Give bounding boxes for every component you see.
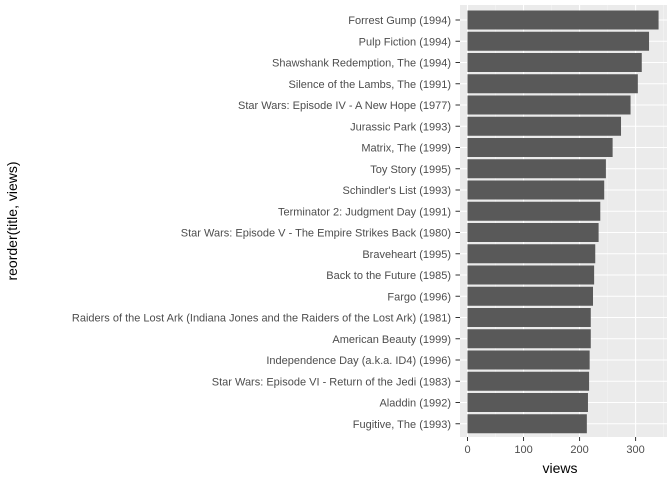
y-tick-label: Pulp Fiction (1994) (359, 36, 451, 48)
y-axis-title: reorder(title, views) (4, 161, 20, 280)
x-tick-label: 200 (570, 444, 588, 456)
y-tick-labels: Forrest Gump (1994) Pulp Fiction (1994) Sh… (72, 15, 460, 431)
y-tick-label: American Beauty (1999) (332, 334, 451, 346)
bar (467, 74, 638, 94)
bar (467, 95, 631, 115)
bar (467, 10, 659, 30)
bar (467, 286, 594, 306)
y-tick-label: Forrest Gump (1994) (348, 15, 451, 27)
bar (467, 53, 642, 72)
x-tick-label: 0 (464, 444, 470, 456)
bar (467, 414, 587, 434)
bar (467, 244, 596, 264)
x-tick-label: 100 (514, 444, 532, 456)
y-tick-label: Star Wars: Episode IV - A New Hope (1977… (238, 100, 451, 112)
y-tick-label: Independence Day (a.k.a. ID4) (1996) (266, 355, 451, 367)
y-tick-label: Back to the Future (1985) (326, 270, 451, 282)
y-tick-label: Terminator 2: Judgment Day (1991) (278, 206, 451, 218)
y-tick-label: Shawshank Redemption, The (1994) (272, 58, 451, 70)
bar (467, 329, 591, 349)
bar (467, 223, 599, 242)
y-tick-label: Schindler's List (1993) (343, 185, 452, 197)
bar (467, 138, 613, 157)
bar (467, 31, 650, 51)
bar (467, 371, 590, 391)
bar (467, 180, 605, 200)
y-tick-label: Star Wars: Episode V - The Empire Strike… (181, 228, 451, 240)
y-tick-label: Fargo (1996) (387, 291, 451, 303)
y-tick-label: Aladdin (1992) (379, 398, 451, 410)
bar (467, 201, 601, 221)
y-tick-label: Star Wars: Episode VI - Return of the Je… (212, 376, 451, 388)
bar (467, 393, 588, 412)
bar (467, 116, 622, 136)
y-tick-label: Matrix, The (1999) (361, 143, 451, 155)
x-tick-label: 300 (626, 444, 644, 456)
x-axis: 0 100 200 300 (464, 437, 645, 456)
bar (467, 350, 590, 370)
y-tick-label: Jurassic Park (1993) (350, 121, 451, 133)
y-tick-label: Raiders of the Lost Ark (Indiana Jones a… (72, 313, 451, 325)
bar (467, 265, 595, 285)
bar (467, 308, 591, 327)
y-tick-label: Toy Story (1995) (370, 164, 451, 176)
y-tick-label: Silence of the Lambs, The (1991) (289, 79, 451, 91)
x-axis-title: views (542, 460, 577, 476)
y-tick-label: Braveheart (1995) (362, 249, 451, 261)
bars (467, 10, 659, 434)
bar (467, 159, 606, 179)
y-tick-label: Fugitive, The (1993) (353, 419, 451, 431)
